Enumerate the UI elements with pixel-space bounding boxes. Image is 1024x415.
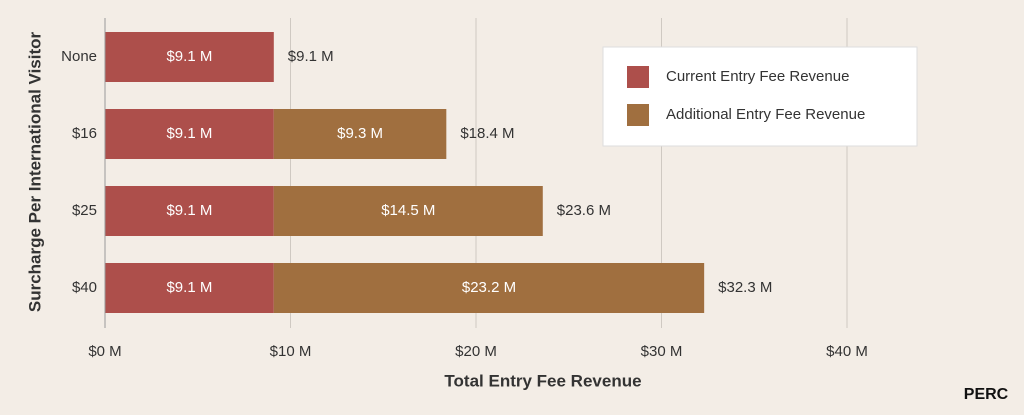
y-tick-label: $25 — [72, 202, 97, 219]
value-label: $14.5 M — [381, 202, 435, 219]
total-label: $18.4 M — [460, 125, 514, 142]
value-label: $9.1 M — [166, 279, 212, 296]
bar-segment — [105, 32, 274, 82]
bar-segment — [105, 263, 274, 313]
x-tick-label: $20 M — [455, 343, 497, 360]
value-label: $9.1 M — [166, 202, 212, 219]
value-label: $9.1 M — [166, 48, 212, 65]
value-label: $9.1 M — [166, 125, 212, 142]
x-tick-label: $0 M — [88, 343, 121, 360]
bar-segment — [273, 263, 705, 313]
x-tick-label: $10 M — [270, 343, 312, 360]
logo: PERC — [964, 386, 1009, 403]
legend-swatch — [627, 66, 649, 88]
total-label: $23.6 M — [557, 202, 611, 219]
total-label: $9.1 M — [288, 48, 334, 65]
value-label: $9.3 M — [337, 125, 383, 142]
legend-label: Additional Entry Fee Revenue — [666, 106, 865, 123]
y-axis-label: Surcharge Per International Visitor — [25, 31, 44, 312]
y-tick-label: $40 — [72, 279, 97, 296]
bar-segment — [273, 186, 543, 236]
y-tick-label: $16 — [72, 125, 97, 142]
x-tick-label: $30 M — [641, 343, 683, 360]
value-label: $23.2 M — [462, 279, 516, 296]
y-tick-label: None — [61, 48, 97, 65]
total-label: $32.3 M — [718, 279, 772, 296]
legend-box — [602, 46, 918, 147]
x-axis-label: Total Entry Fee Revenue — [444, 371, 641, 390]
x-tick-label: $40 M — [826, 343, 868, 360]
bar-segment — [105, 186, 274, 236]
legend-swatch — [627, 104, 649, 126]
legend-label: Current Entry Fee Revenue — [666, 68, 849, 85]
bar-segment — [105, 109, 274, 159]
bar-segment — [273, 109, 447, 159]
